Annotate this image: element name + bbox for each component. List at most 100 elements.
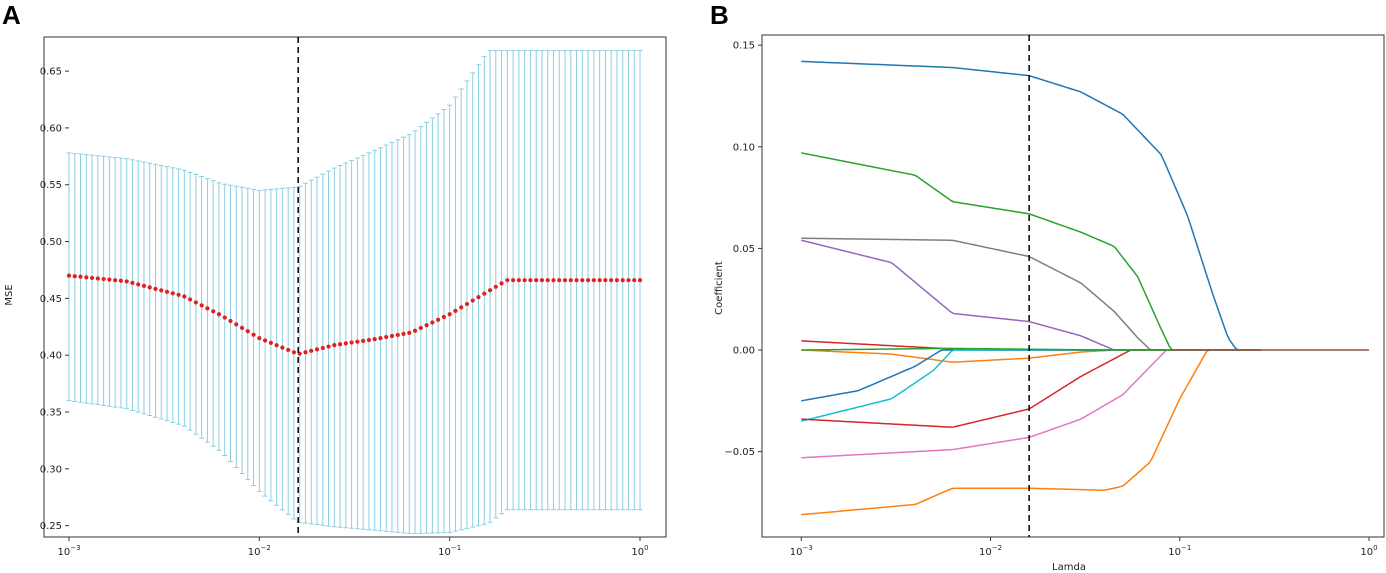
panel-a-y-tick-label: 0.55 xyxy=(40,180,62,191)
panel-b-y-tick-label: 0.00 xyxy=(733,346,755,357)
mse-point xyxy=(557,278,562,283)
mse-point xyxy=(372,337,377,342)
mse-point xyxy=(637,278,643,283)
mse-point xyxy=(147,285,152,290)
mse-point xyxy=(551,278,556,283)
panel-b-paths xyxy=(801,60,1370,516)
mse-point xyxy=(620,278,625,283)
panel-b-coefficient-paths: −0.05 0.00 0.05 0.10 0.15 10−3 10−2 10−1 100 Co… xyxy=(714,34,1385,573)
mse-point xyxy=(193,300,198,305)
panel-b-x-tick-label: 10−2 xyxy=(979,544,1002,558)
mse-point xyxy=(585,278,591,283)
mse-point xyxy=(464,301,470,307)
mse-point xyxy=(574,278,579,283)
mse-point xyxy=(528,278,533,283)
mse-point xyxy=(632,278,637,283)
mse-point xyxy=(326,344,331,349)
mse-point xyxy=(205,306,210,311)
mse-point xyxy=(407,330,412,335)
panel-a-x-tick-label: 10−3 xyxy=(57,544,80,558)
mse-point xyxy=(309,348,314,353)
mse-point xyxy=(614,278,620,283)
mse-point xyxy=(453,308,458,313)
mse-point xyxy=(418,325,423,331)
mse-point xyxy=(153,286,158,291)
panel-a-frame xyxy=(43,36,667,538)
coef-path-orange-low xyxy=(801,349,1262,516)
mse-point xyxy=(72,274,77,279)
mse-point xyxy=(603,278,608,283)
mse-point xyxy=(228,318,233,324)
panel-b-x-axis-label: Lamda xyxy=(1052,562,1086,573)
mse-point xyxy=(366,337,372,343)
mse-point xyxy=(130,280,135,286)
mse-point xyxy=(505,278,510,283)
mse-point xyxy=(291,350,297,355)
mse-point xyxy=(499,281,504,286)
panel-b-y-axis-label: Coefficient xyxy=(714,261,725,315)
mse-point xyxy=(303,350,308,355)
mse-point xyxy=(136,282,141,287)
panel-a-y-tick-label: 0.40 xyxy=(40,351,62,362)
mse-point xyxy=(361,338,366,343)
mse-point xyxy=(447,312,452,317)
panel-a-errorbars xyxy=(66,50,643,534)
mse-point xyxy=(545,278,550,283)
mse-point xyxy=(320,345,325,351)
mse-point xyxy=(159,288,164,293)
panel-a-y-ticks: 0.25 0.30 0.35 0.40 0.45 0.50 0.55 0.60 0.65 xyxy=(40,67,69,532)
panel-a-y-tick-label: 0.50 xyxy=(40,237,62,248)
mse-point xyxy=(118,278,124,283)
panel-a-y-tick-label: 0.35 xyxy=(40,408,62,419)
mse-point xyxy=(211,309,216,314)
panel-b-y-tick-label: 0.15 xyxy=(733,41,755,52)
mse-point xyxy=(84,275,89,280)
mse-point xyxy=(539,278,545,283)
mse-point xyxy=(245,329,250,334)
mse-point xyxy=(401,331,406,336)
mse-point xyxy=(101,276,106,282)
mse-point xyxy=(349,340,354,345)
coef-path-red-low xyxy=(801,349,1262,428)
mse-point xyxy=(470,298,475,303)
panel-b-frame xyxy=(761,34,1385,538)
coef-path-green xyxy=(801,152,1262,351)
mse-point xyxy=(476,295,481,300)
mse-point xyxy=(188,297,193,302)
panel-b-x-tick-label: 100 xyxy=(1360,544,1377,558)
mse-point xyxy=(164,289,170,294)
mse-point xyxy=(182,294,187,299)
panel-a-y-tick-label: 0.25 xyxy=(40,521,62,532)
panel-a-x-tick-label: 10−2 xyxy=(248,544,271,558)
mse-point xyxy=(314,347,320,352)
coef-path-blue-top xyxy=(801,60,1262,351)
panel-b-y-tick-label: −0.05 xyxy=(724,447,755,458)
panel-a-mse-points xyxy=(66,273,643,356)
mse-point xyxy=(78,274,83,279)
panel-a-y-tick-label: 0.30 xyxy=(40,464,62,475)
mse-point xyxy=(424,323,429,328)
mse-point xyxy=(239,325,245,330)
mse-point xyxy=(534,278,539,283)
mse-point xyxy=(487,288,493,293)
panel-a-y-tick-label: 0.60 xyxy=(40,123,62,134)
mse-point xyxy=(493,284,498,289)
mse-point xyxy=(176,292,181,297)
mse-point xyxy=(222,315,227,320)
mse-point xyxy=(459,305,464,310)
mse-point xyxy=(286,347,291,353)
mse-point xyxy=(113,278,118,283)
mse-point xyxy=(412,328,418,333)
mse-point xyxy=(107,277,112,282)
mse-point xyxy=(626,278,631,283)
mse-point xyxy=(263,338,268,343)
mse-point xyxy=(234,322,239,327)
mse-point xyxy=(274,343,279,348)
mse-point xyxy=(430,320,435,325)
mse-point xyxy=(343,341,348,346)
mse-point xyxy=(355,339,360,344)
panel-b-y-tick-label: 0.10 xyxy=(733,142,755,153)
mse-point xyxy=(332,343,337,348)
coef-path-orange-small xyxy=(801,349,1262,363)
